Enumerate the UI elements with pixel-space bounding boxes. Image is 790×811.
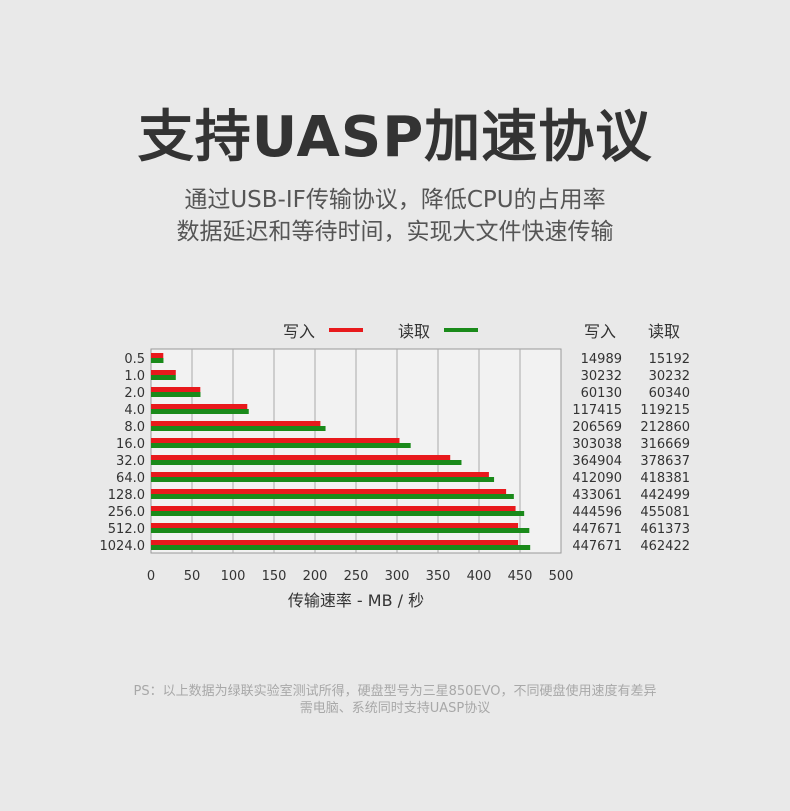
bar-write xyxy=(151,540,519,545)
bar-read xyxy=(151,409,249,414)
y-tick-label: 512.0 xyxy=(108,522,145,537)
bar-read xyxy=(151,528,530,533)
y-tick-label: 32.0 xyxy=(116,454,145,469)
legend-label: 读取 xyxy=(398,322,430,341)
table-cell-read: 212860 xyxy=(640,420,690,435)
bar-write xyxy=(151,370,176,375)
x-axis-label: 传输速率 - MB / 秒 xyxy=(288,591,424,610)
table-cell-read: 378637 xyxy=(640,454,690,469)
y-tick-label: 16.0 xyxy=(116,437,145,452)
table-cell-read: 442499 xyxy=(640,488,690,503)
table-cell-write: 60130 xyxy=(581,386,622,401)
bar-read xyxy=(151,392,201,397)
bar-write xyxy=(151,523,519,528)
table-cell-read: 15192 xyxy=(649,352,690,367)
bar-read xyxy=(151,545,531,550)
x-tick-label: 300 xyxy=(385,569,410,584)
legend-label: 写入 xyxy=(283,322,315,341)
bar-write xyxy=(151,404,248,409)
bar-write xyxy=(151,506,516,511)
bar-read xyxy=(151,443,411,448)
table-cell-write: 206569 xyxy=(572,420,622,435)
y-tick-label: 1024.0 xyxy=(100,539,146,554)
table-cell-write: 14989 xyxy=(581,352,622,367)
table-cell-write: 364904 xyxy=(572,454,622,469)
table-cell-write: 447671 xyxy=(572,522,622,537)
table-cell-write: 412090 xyxy=(572,471,622,486)
x-tick-label: 400 xyxy=(467,569,492,584)
speed-chart: 0 50 100 150 200 250 300 350 400 450 500 0.5 14989 15… xyxy=(100,322,691,610)
x-tick-label: 350 xyxy=(426,569,451,584)
table-cell-read: 461373 xyxy=(640,522,690,537)
bar-read xyxy=(151,375,176,380)
table-cell-read: 60340 xyxy=(649,386,690,401)
bar-write xyxy=(151,455,451,460)
y-tick-label: 1.0 xyxy=(124,369,145,384)
bar-read xyxy=(151,494,514,499)
table-cell-write: 444596 xyxy=(572,505,622,520)
table-cell-write: 117415 xyxy=(572,403,622,418)
table-cell-write: 303038 xyxy=(572,437,622,452)
bar-write xyxy=(151,353,164,358)
x-tick-label: 50 xyxy=(184,569,201,584)
y-tick-label: 64.0 xyxy=(116,471,145,486)
bar-read xyxy=(151,426,326,431)
legend-swatch xyxy=(444,328,478,332)
table-cell-read: 462422 xyxy=(640,539,690,554)
table-cell-read: 455081 xyxy=(640,505,690,520)
x-tick-label: 200 xyxy=(303,569,328,584)
y-tick-label: 0.5 xyxy=(124,352,145,367)
y-tick-label: 128.0 xyxy=(108,488,145,503)
footnote-line-1: PS：以上数据为绿联实验室测试所得，硬盘型号为三星850EVO，不同硬盘使用速度… xyxy=(133,684,657,699)
table-cell-read: 30232 xyxy=(649,369,690,384)
y-tick-label: 2.0 xyxy=(124,386,145,401)
legend-swatch xyxy=(329,328,363,332)
x-tick-label: 450 xyxy=(508,569,533,584)
table-cell-write: 433061 xyxy=(572,488,622,503)
table-header-read: 读取 xyxy=(648,322,680,341)
bar-write xyxy=(151,489,507,494)
table-cell-read: 316669 xyxy=(640,437,690,452)
subtitle-line-1: 通过USB-IF传输协议，降低CPU的占用率 xyxy=(184,187,606,213)
table-header-write: 写入 xyxy=(584,322,616,341)
bar-write xyxy=(151,472,489,477)
footnote-line-2: 需电脑、系统同时支持UASP协议 xyxy=(299,701,491,716)
bar-write xyxy=(151,421,321,426)
y-tick-label: 4.0 xyxy=(124,403,145,418)
x-tick-label: 500 xyxy=(549,569,574,584)
x-tick-label: 100 xyxy=(221,569,246,584)
bar-write xyxy=(151,438,400,443)
table-cell-read: 119215 xyxy=(640,403,690,418)
x-tick-label: 150 xyxy=(262,569,287,584)
bar-read xyxy=(151,460,462,465)
page-title: 支持UASP加速协议 xyxy=(137,105,653,170)
bar-read xyxy=(151,511,525,516)
table-cell-read: 418381 xyxy=(640,471,690,486)
subtitle-line-2: 数据延迟和等待时间，实现大文件快速传输 xyxy=(176,219,614,245)
table-cell-write: 447671 xyxy=(572,539,622,554)
bar-write xyxy=(151,387,201,392)
bar-read xyxy=(151,358,164,363)
bar-read xyxy=(151,477,495,482)
y-tick-label: 8.0 xyxy=(124,420,145,435)
table-cell-write: 30232 xyxy=(581,369,622,384)
x-tick-label: 0 xyxy=(147,569,155,584)
y-tick-label: 256.0 xyxy=(108,505,145,520)
x-tick-label: 250 xyxy=(344,569,369,584)
